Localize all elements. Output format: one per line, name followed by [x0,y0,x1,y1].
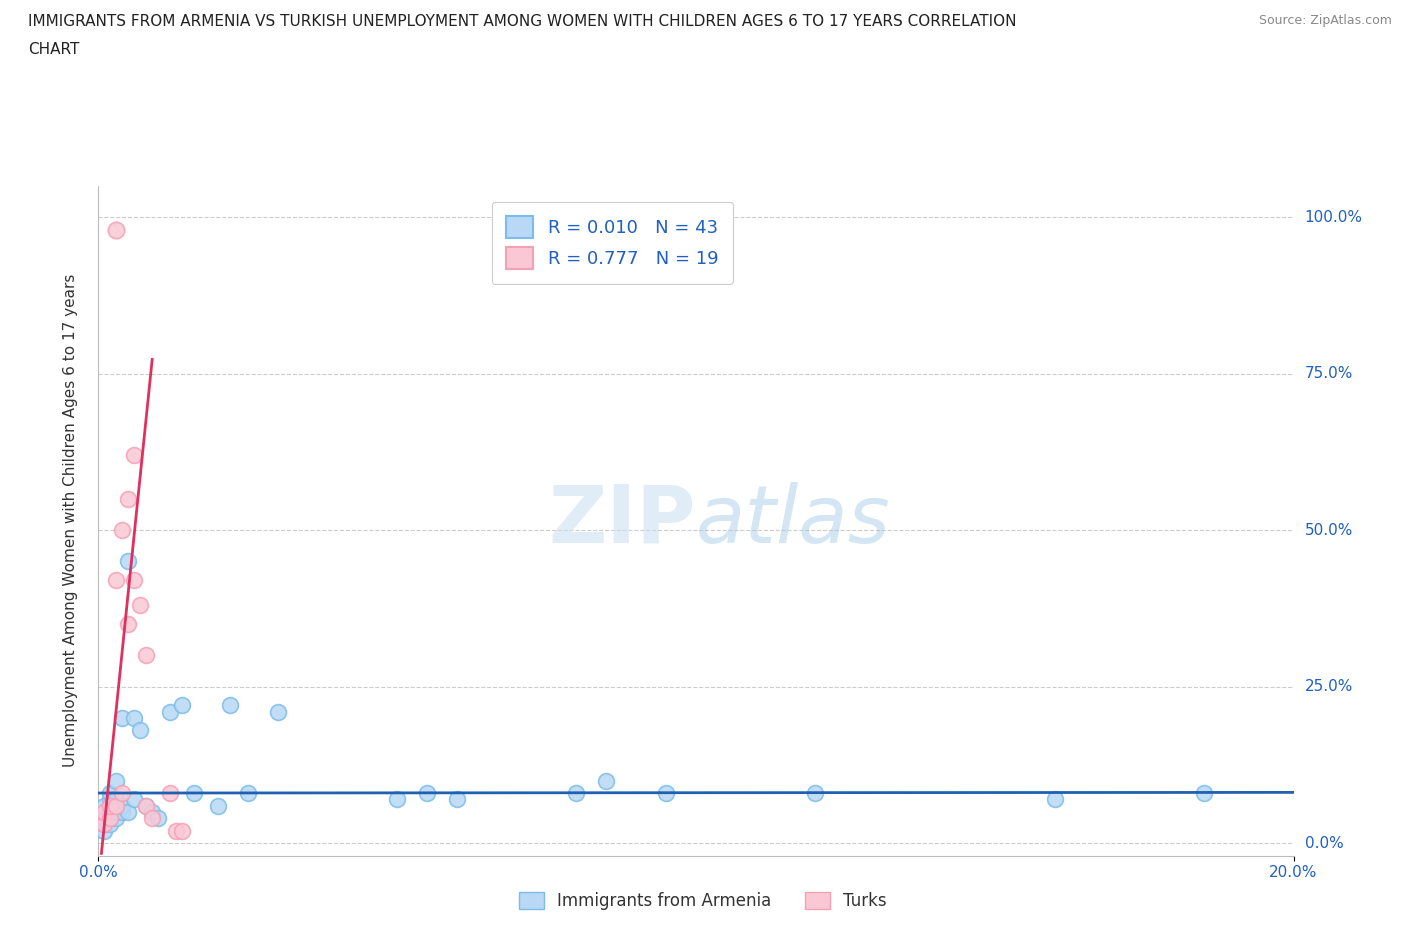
Point [105,791,128,806]
Point [111,804,134,819]
Y-axis label: Unemployment Among Women with Children Ages 6 to 17 years: Unemployment Among Women with Children A… [63,274,77,767]
Point [124,711,146,725]
Point [124,573,146,588]
Point [111,798,134,813]
Point [93,823,115,838]
Point [117,491,139,506]
Point [1192,786,1215,801]
Point [129,723,152,737]
Point [385,791,409,806]
Point [148,811,170,826]
Point [117,804,139,819]
Text: atlas: atlas [696,482,891,560]
Point [416,786,439,801]
Point [124,447,146,462]
Point [98,804,122,819]
Point [172,823,194,838]
Point [446,791,468,806]
Point [804,786,827,801]
Point [105,573,128,588]
Point [135,798,157,813]
Point [93,811,115,826]
Point [141,804,163,819]
Point [105,773,128,788]
Point [219,698,242,713]
Point [93,804,115,819]
Point [111,523,134,538]
Point [111,786,134,801]
Point [98,786,122,801]
Point [117,554,139,569]
Point [207,798,229,813]
Text: 75.0%: 75.0% [1305,366,1353,381]
Text: ZIP: ZIP [548,482,696,560]
Legend: R = 0.010   N = 43, R = 0.777   N = 19: R = 0.010 N = 43, R = 0.777 N = 19 [492,202,733,284]
Point [565,786,588,801]
Point [129,598,152,613]
Point [105,811,128,826]
Point [655,786,678,801]
Point [98,811,122,826]
Text: 0.0%: 0.0% [1305,835,1343,851]
Legend: Immigrants from Armenia, Turks: Immigrants from Armenia, Turks [512,885,894,917]
Point [105,798,128,813]
Text: 100.0%: 100.0% [1305,210,1362,225]
Point [93,817,115,831]
Point [117,617,139,631]
Point [124,791,146,806]
Text: 25.0%: 25.0% [1305,679,1353,694]
Point [135,648,157,663]
Point [267,704,290,719]
Text: Source: ZipAtlas.com: Source: ZipAtlas.com [1258,14,1392,27]
Point [135,798,157,813]
Point [172,698,194,713]
Point [595,773,617,788]
Point [105,798,128,813]
Point [165,823,187,838]
Point [93,798,115,813]
Text: IMMIGRANTS FROM ARMENIA VS TURKISH UNEMPLOYMENT AMONG WOMEN WITH CHILDREN AGES 6: IMMIGRANTS FROM ARMENIA VS TURKISH UNEMP… [28,14,1017,29]
Point [98,798,122,813]
Text: 50.0%: 50.0% [1305,523,1353,538]
Point [111,711,134,725]
Point [93,817,115,831]
Point [98,791,122,806]
Point [141,811,163,826]
Point [98,817,122,831]
Point [98,798,122,813]
Point [93,804,115,819]
Point [159,786,181,801]
Point [98,811,122,826]
Point [236,786,259,801]
Point [105,222,128,237]
Point [105,804,128,819]
Point [183,786,205,801]
Point [1043,791,1066,806]
Point [159,704,181,719]
Text: CHART: CHART [28,42,80,57]
